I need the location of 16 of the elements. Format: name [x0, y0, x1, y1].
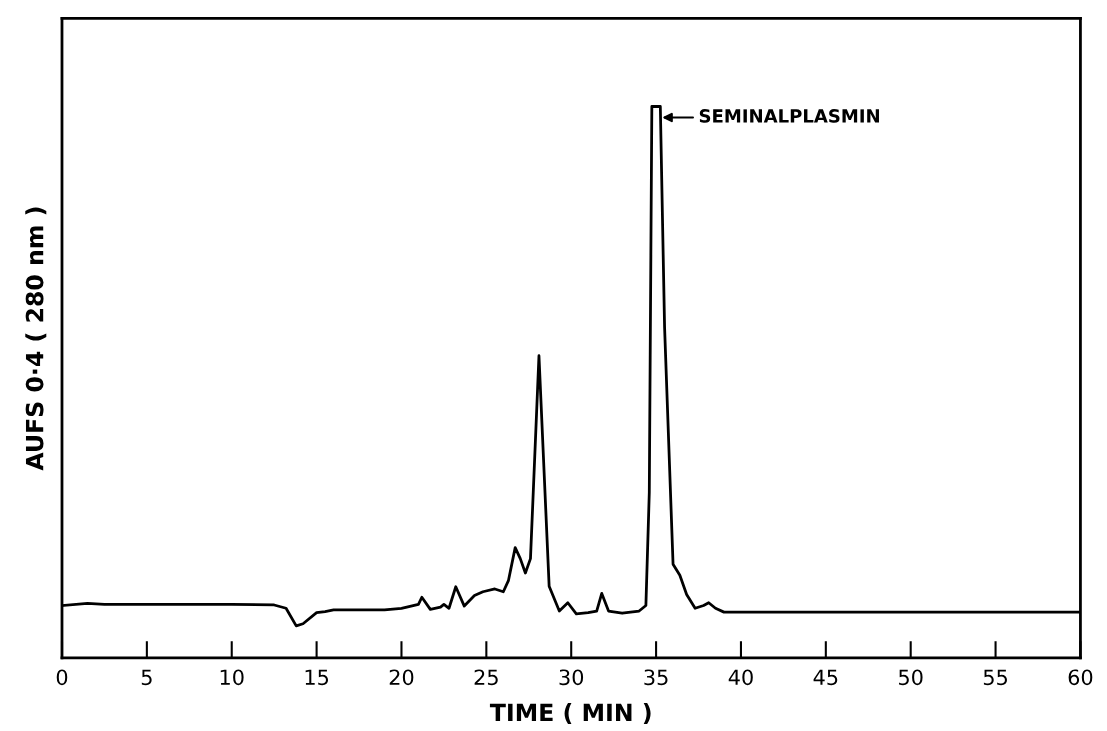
x-tick-label: 25 [474, 669, 498, 686]
x-tick-label: 50 [899, 669, 923, 686]
x-tick-label: 40 [728, 669, 753, 686]
x-tick-label: 45 [813, 669, 838, 686]
x-tick-label: 0 [56, 669, 68, 686]
x-tick-label: 20 [389, 669, 414, 686]
x-tick-label: 35 [644, 669, 668, 686]
y-axis-title: AUFS 0·4 ( 280 nm ) [25, 207, 47, 471]
x-tick-label: 60 [1068, 669, 1093, 686]
x-tick-label: 10 [220, 669, 244, 686]
x-axis-title: TIME ( MIN ) [489, 703, 651, 725]
x-tick-label: 5 [141, 669, 152, 686]
x-tick-label: 15 [305, 669, 329, 686]
annotation: SEMINALPLASMIN [699, 109, 879, 123]
x-tick-label: 30 [559, 669, 584, 686]
x-tick-label: 55 [983, 669, 1007, 686]
